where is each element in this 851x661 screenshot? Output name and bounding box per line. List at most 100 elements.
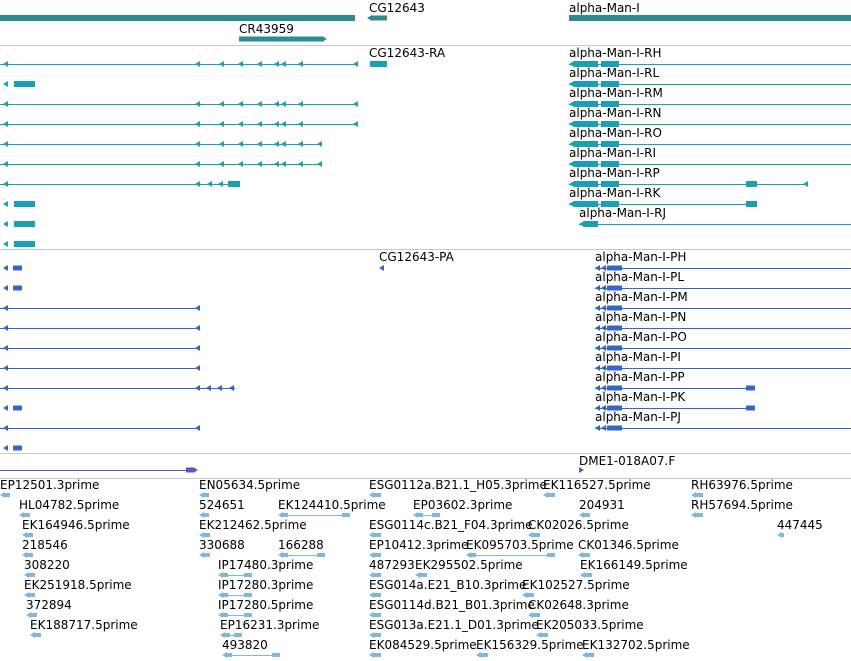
transcript-strand-arrow[interactable] [353, 61, 358, 67]
transcript-exon[interactable] [14, 221, 35, 227]
est-read[interactable] [587, 653, 594, 657]
transcript-strand-arrow[interactable] [3, 141, 8, 147]
est-strand-arrow[interactable] [24, 572, 29, 578]
protein-exon[interactable] [607, 365, 622, 371]
protein-exon[interactable] [607, 285, 622, 291]
transcript-exon[interactable] [746, 181, 757, 187]
gene-feature[interactable] [239, 36, 322, 42]
est-strand-arrow[interactable] [691, 492, 696, 498]
transcript-exon[interactable] [601, 181, 619, 187]
protein-strand-arrow[interactable] [195, 425, 200, 431]
transcript-exon[interactable] [601, 81, 619, 87]
transcript-strand-arrow[interactable] [569, 61, 574, 67]
gene-feature[interactable] [569, 15, 851, 21]
transcript-strand-arrow[interactable] [298, 121, 303, 127]
protein-strand-arrow[interactable] [3, 305, 8, 311]
transcript-exon[interactable] [574, 201, 598, 207]
est-read[interactable] [374, 633, 381, 637]
clone-strand-arrow[interactable] [193, 467, 198, 473]
est-strand-arrow[interactable] [369, 652, 374, 658]
gene-feature[interactable] [372, 15, 387, 21]
transcript-strand-arrow[interactable] [219, 161, 224, 167]
transcript-strand-arrow[interactable] [281, 101, 286, 107]
protein-exon[interactable] [746, 405, 755, 411]
transcript-strand-arrow[interactable] [298, 161, 303, 167]
transcript-exon[interactable] [574, 141, 598, 147]
est-read[interactable] [481, 653, 488, 657]
est-read[interactable] [374, 493, 381, 497]
transcript-strand-arrow[interactable] [569, 121, 574, 127]
est-read[interactable] [374, 613, 381, 617]
protein-strand-arrow[interactable] [595, 365, 600, 371]
est-read[interactable] [223, 573, 228, 577]
transcript-strand-arrow[interactable] [803, 181, 808, 187]
est-read[interactable] [533, 533, 540, 537]
transcript-exon[interactable] [584, 221, 598, 227]
protein-strand-arrow[interactable] [595, 425, 600, 431]
transcript-strand-arrow[interactable] [569, 101, 574, 107]
est-strand-arrow[interactable] [199, 512, 204, 518]
transcript-strand-arrow[interactable] [3, 201, 8, 207]
est-read[interactable] [204, 553, 210, 557]
transcript-exon[interactable] [601, 61, 619, 67]
protein-strand-arrow[interactable] [195, 345, 200, 351]
transcript-strand-arrow[interactable] [569, 141, 574, 147]
transcript-exon[interactable] [746, 201, 757, 207]
est-strand-arrow[interactable] [0, 492, 5, 498]
est-strand-arrow[interactable] [220, 632, 225, 638]
protein-exon[interactable] [607, 385, 622, 391]
transcript-exon[interactable] [601, 101, 619, 107]
transcript-strand-arrow[interactable] [3, 221, 8, 227]
protein-strand-arrow[interactable] [601, 405, 606, 411]
transcript-strand-arrow[interactable] [3, 101, 8, 107]
transcript-strand-arrow[interactable] [257, 61, 262, 67]
protein-strand-arrow[interactable] [3, 405, 8, 411]
est-read[interactable] [418, 513, 423, 517]
transcript-strand-arrow[interactable] [569, 201, 574, 207]
est-read[interactable] [234, 633, 242, 637]
transcript-strand-arrow[interactable] [238, 101, 243, 107]
transcript-strand-arrow[interactable] [281, 61, 286, 67]
transcript-strand-arrow[interactable] [195, 141, 200, 147]
est-strand-arrow[interactable] [199, 492, 204, 498]
transcript-strand-arrow[interactable] [257, 161, 262, 167]
transcript-strand-arrow[interactable] [219, 61, 224, 67]
transcript-strand-arrow[interactable] [274, 101, 279, 107]
protein-strand-arrow[interactable] [595, 405, 600, 411]
protein-strand-arrow[interactable] [601, 265, 606, 271]
protein-strand-arrow[interactable] [3, 425, 8, 431]
protein-strand-arrow[interactable] [601, 305, 606, 311]
est-read[interactable] [272, 653, 280, 657]
protein-strand-arrow[interactable] [601, 325, 606, 331]
transcript-strand-arrow[interactable] [353, 101, 358, 107]
transcript-strand-arrow[interactable] [3, 161, 8, 167]
transcript-strand-arrow[interactable] [207, 181, 212, 187]
est-read[interactable] [27, 553, 33, 557]
transcript-exon[interactable] [14, 241, 35, 247]
transcript-strand-arrow[interactable] [281, 141, 286, 147]
est-read[interactable] [31, 613, 37, 617]
transcript-strand-arrow[interactable] [257, 141, 262, 147]
protein-strand-arrow[interactable] [195, 325, 200, 331]
transcript-exon[interactable] [370, 61, 387, 67]
protein-strand-arrow[interactable] [3, 385, 8, 391]
protein-exon[interactable] [607, 305, 622, 311]
est-read[interactable] [225, 633, 230, 637]
est-strand-arrow[interactable] [218, 592, 223, 598]
est-strand-arrow[interactable] [415, 572, 420, 578]
protein-strand-arrow[interactable] [3, 265, 8, 271]
transcript-strand-arrow[interactable] [195, 121, 200, 127]
transcript-strand-arrow[interactable] [298, 141, 303, 147]
protein-exon[interactable] [13, 405, 22, 411]
protein-strand-arrow[interactable] [595, 265, 600, 271]
est-strand-arrow[interactable] [278, 552, 283, 558]
est-read[interactable] [317, 553, 325, 557]
est-strand-arrow[interactable] [536, 632, 541, 638]
est-read[interactable] [696, 493, 703, 497]
gene-strand-arrow[interactable] [322, 36, 327, 42]
est-read[interactable] [547, 553, 555, 557]
protein-exon[interactable] [607, 345, 622, 351]
est-strand-arrow[interactable] [691, 512, 696, 518]
est-strand-arrow[interactable] [369, 632, 374, 638]
protein-strand-arrow[interactable] [595, 305, 600, 311]
